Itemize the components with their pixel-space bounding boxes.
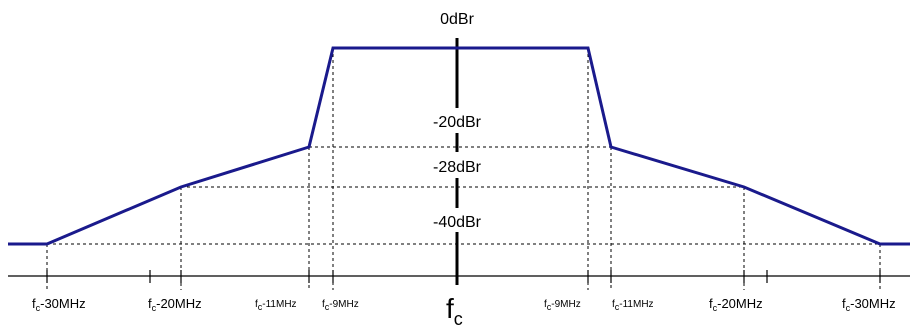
freq-label-n30: fc-30MHz — [32, 296, 86, 313]
label-minus20dbr: -20dBr — [433, 114, 482, 131]
label-minus40dbr: -40dBr — [433, 214, 482, 231]
center-frequency-label: fc — [446, 293, 463, 329]
freq-label-p9: fc-9MHz — [544, 299, 581, 312]
freq-label-n11: fc-11MHz — [255, 299, 297, 312]
freq-label-n9: fc-9MHz — [322, 299, 359, 312]
freq-label-p20: fc-20MHz — [709, 296, 763, 313]
spectral-mask-line — [8, 46, 910, 246]
dashed-guides — [46, 48, 881, 290]
label-minus28dbr: -28dBr — [433, 159, 482, 176]
freq-label-n20: fc-20MHz — [148, 296, 202, 313]
label-0dbr: 0dBr — [440, 11, 474, 28]
freq-label-p11: fc-11MHz — [612, 299, 654, 312]
freq-label-p30: fc-30MHz — [842, 296, 896, 313]
